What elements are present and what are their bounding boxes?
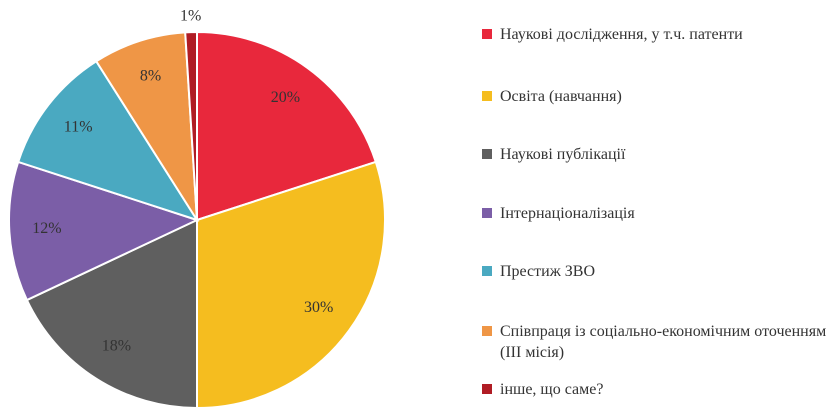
legend-item: Співпраця із соціально-економічним оточе… [482,321,832,363]
legend-item: Наукові публікації [482,144,832,165]
legend-item: інше, що саме? [482,379,832,400]
legend-swatch [482,208,492,218]
pie-slice [94,31,198,221]
legend-label: Інтернаціоналізація [500,205,635,222]
data-label: 11% [64,118,93,135]
legend-swatch [482,91,492,101]
legend-item: Освіта (навчання) [482,86,832,107]
data-label: 18% [102,338,131,355]
legend-item: Престиж ЗВО [482,261,832,282]
legend-swatch [482,326,492,336]
data-label: 8% [140,68,161,85]
data-label: 12% [32,220,61,237]
legend-label: Престиж ЗВО [500,263,596,280]
legend-swatch [482,149,492,159]
legend-label: Наукові дослідження, у т.ч. патенти [500,26,743,43]
legend-label: Співпраця із соціально-економічним оточе… [500,323,827,361]
pie-slice [184,30,198,221]
legend-label: Освіта (навчання) [500,88,622,105]
pie: 20% 30% 18% 12% 11% 8% 1% [8,8,386,410]
pie-slice [8,160,200,302]
legend-item: Наукові дослідження, у т.ч. патенти [482,24,832,45]
legend-item: Інтернаціоналізація [482,203,832,224]
pie-slice [16,59,200,222]
data-label: 20% [271,89,300,106]
legend-swatch [482,266,492,276]
pie-slice [196,30,378,222]
legend-label: інше, що саме? [500,381,604,398]
data-label: 30% [304,299,333,316]
legend-label: Наукові публікації [500,146,626,163]
legend-swatch [482,384,492,394]
pie-slice [25,218,198,410]
pie-slice [196,160,386,410]
legend-swatch [482,29,492,39]
data-label: 1% [180,8,201,25]
